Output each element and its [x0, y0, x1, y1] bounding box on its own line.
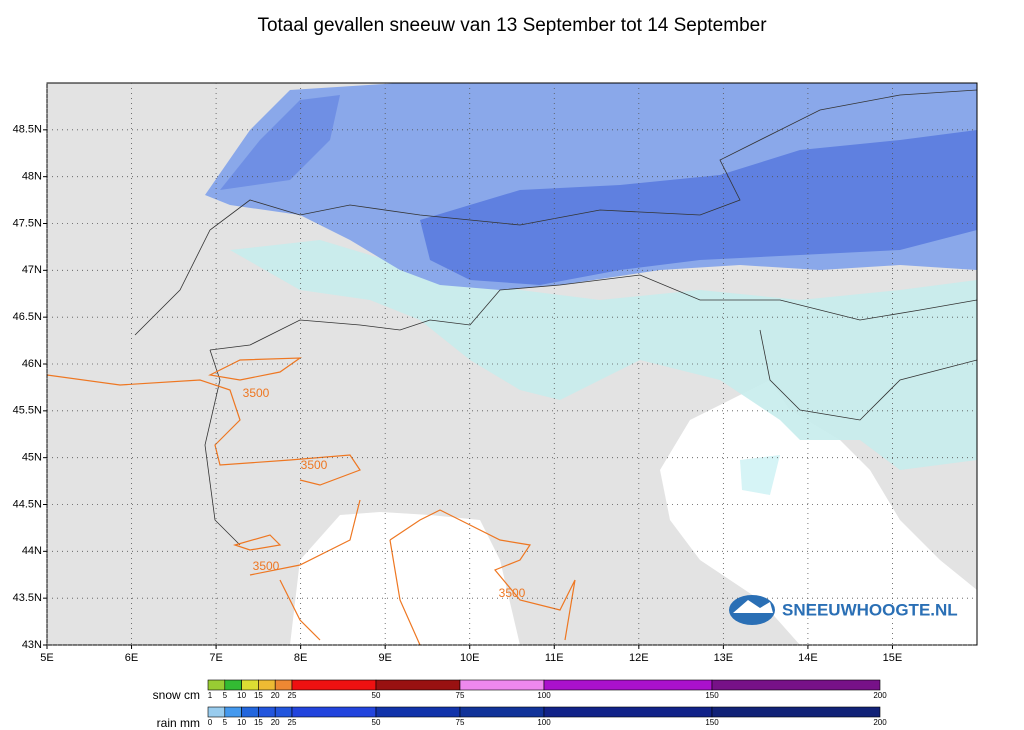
- legend-swatch: [375, 706, 461, 718]
- lon-tick-label: 8E: [294, 652, 307, 664]
- lon-tick-label: 10E: [460, 652, 480, 664]
- border: [209, 274, 977, 351]
- legend-tick-label: 15: [254, 691, 263, 700]
- lat-tick-label: 45.5N: [13, 405, 42, 417]
- legend-swatch: [241, 706, 259, 718]
- legend-tick-label: 20: [271, 718, 280, 727]
- legend-tick-label: 50: [372, 718, 381, 727]
- legend-tick-label: 100: [537, 691, 551, 700]
- legend-tick-label: 50: [372, 691, 381, 700]
- legend-tick-label: 20: [271, 691, 280, 700]
- legend-tick-label: 15: [254, 718, 263, 727]
- legend-label: rain mm: [157, 716, 200, 730]
- legend-tick-label: 200: [873, 718, 887, 727]
- title: Totaal gevallen sneeuw van 13 September …: [257, 15, 767, 36]
- legend-tick-label: 150: [705, 691, 719, 700]
- lon-tick-label: 12E: [629, 652, 649, 664]
- legend-swatch: [543, 706, 713, 718]
- lon-tick-label: 7E: [209, 652, 222, 664]
- legend-tick-label: 25: [288, 691, 297, 700]
- legend-tick-label: 200: [873, 691, 887, 700]
- contour-label: 3500: [301, 458, 328, 472]
- legend-tick-label: 5: [223, 691, 228, 700]
- contour-label: 3500: [253, 559, 280, 573]
- legend-swatch: [258, 679, 276, 691]
- border: [204, 349, 241, 546]
- lat-tick-label: 44N: [22, 545, 42, 557]
- logo-text: SNEEUWHOOGTE.NL: [782, 600, 958, 619]
- snow-light: [740, 455, 780, 495]
- legend-tick-label: 75: [456, 718, 465, 727]
- lon-tick-label: 11E: [545, 652, 564, 664]
- legend-swatch: [291, 706, 377, 718]
- lat-tick-label: 43N: [22, 639, 42, 651]
- legend-swatch: [274, 679, 293, 691]
- lat-tick-label: 43.5N: [13, 592, 42, 604]
- snow-light: [230, 240, 977, 470]
- lon-tick-label: 5E: [40, 652, 53, 664]
- lat-tick-label: 48.5N: [13, 124, 42, 136]
- lat-tick-label: 47N: [22, 264, 42, 276]
- contour-label: 3500: [499, 586, 526, 600]
- legend-swatch: [711, 706, 881, 718]
- legend-swatch: [459, 679, 545, 691]
- legend-swatch: [258, 706, 276, 718]
- snow-heavy: [420, 130, 977, 285]
- lon-tick-label: 14E: [798, 652, 818, 664]
- lon-tick-label: 13E: [714, 652, 734, 664]
- legend-swatch: [207, 706, 226, 718]
- grid: [43, 83, 977, 649]
- lat-tick-label: 45N: [22, 452, 42, 464]
- legend-label: snow cm: [153, 688, 200, 702]
- legend-swatch: [459, 706, 545, 718]
- ligurian-sea: [290, 512, 520, 645]
- lon-tick-label: 9E: [378, 652, 391, 664]
- legend-tick-label: 10: [237, 691, 246, 700]
- logo: SNEEUWHOOGTE.NL: [729, 595, 958, 625]
- border: [759, 329, 977, 421]
- legend-tick-label: 100: [537, 718, 551, 727]
- border: [134, 89, 977, 336]
- lat-tick-label: 48N: [22, 171, 42, 183]
- legend-swatch: [224, 706, 242, 718]
- legend-tick-label: 0: [208, 718, 213, 727]
- legend-swatch: [224, 679, 242, 691]
- legend-tick-label: 75: [456, 691, 465, 700]
- legend-swatch: [274, 706, 293, 718]
- legend-swatch: [543, 679, 713, 691]
- adriatic-sea: [660, 380, 977, 645]
- legend-tick-label: 150: [705, 718, 719, 727]
- lat-tick-label: 46N: [22, 358, 42, 370]
- contour: [47, 357, 576, 645]
- legend-swatch: [711, 679, 881, 691]
- lat-tick-label: 47.5N: [13, 217, 42, 229]
- legend-tick-label: 5: [223, 718, 228, 727]
- legend-swatch: [207, 679, 226, 691]
- logo-icon: [733, 600, 773, 613]
- snow-heavy: [220, 95, 340, 190]
- lat-tick-label: 46.5N: [13, 311, 42, 323]
- legend-tick-label: 10: [237, 718, 246, 727]
- lat-tick-label: 44.5N: [13, 498, 42, 510]
- lon-tick-label: 6E: [125, 652, 138, 664]
- legend-swatch: [241, 679, 259, 691]
- legend-swatch: [375, 679, 461, 691]
- lon-tick-label: 15E: [883, 652, 903, 664]
- contour-label: 3500: [243, 386, 270, 400]
- legend-swatch: [291, 679, 377, 691]
- legend-tick-label: 1: [208, 691, 213, 700]
- legend-tick-label: 25: [288, 718, 297, 727]
